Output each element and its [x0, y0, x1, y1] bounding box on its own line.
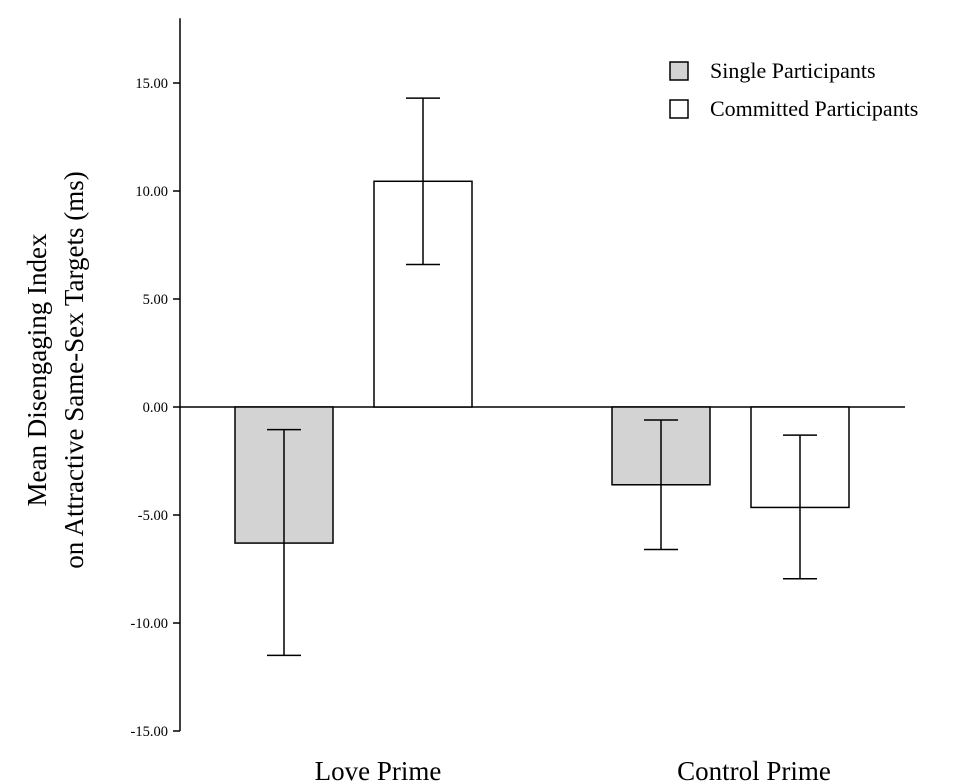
error-bars	[267, 97, 817, 657]
y-axis-title-line-2: on Attractive Same-Sex Targets (ms)	[59, 171, 89, 569]
y-tick-label: 15.00	[135, 76, 168, 92]
legend-swatch	[669, 99, 689, 119]
y-tick-label: -5.00	[138, 508, 168, 524]
y-tick-label: 0.00	[143, 400, 168, 416]
axes: 15.00 10.00 5.00 0.00 -5.00 -10.00 -15.00	[131, 18, 905, 740]
legend-label: Committed Participants	[710, 96, 918, 121]
y-axis-title: Mean Disengaging Index on Attractive Sam…	[22, 171, 89, 569]
y-tick-label: 10.00	[135, 184, 168, 200]
legend-swatch	[669, 61, 689, 81]
y-axis-title-line-1: Mean Disengaging Index	[22, 233, 52, 506]
category-labels: Love Prime Control Prime	[315, 756, 831, 784]
legend: Single Participants Committed Participant…	[669, 58, 918, 121]
legend-label: Single Participants	[710, 58, 876, 83]
bars	[234, 180, 850, 544]
y-tick-label: 5.00	[143, 292, 168, 308]
y-tick-label: -15.00	[131, 724, 168, 740]
y-tick-label: -10.00	[131, 616, 168, 632]
category-label: Control Prime	[677, 756, 831, 784]
category-label: Love Prime	[315, 756, 442, 784]
